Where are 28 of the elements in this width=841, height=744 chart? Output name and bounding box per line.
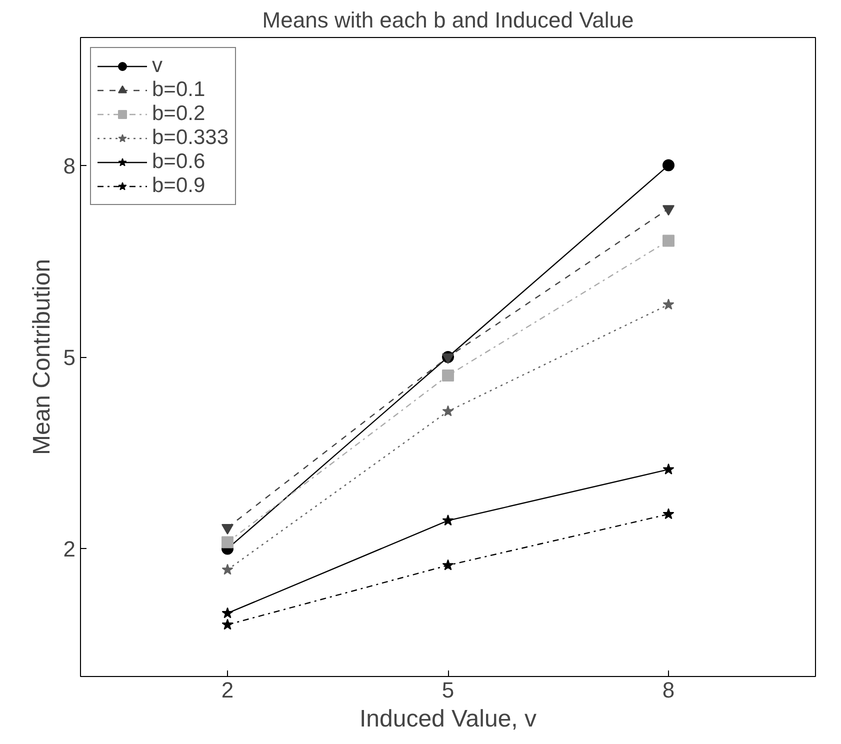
legend-label: b=0.333	[152, 126, 228, 150]
point	[222, 618, 234, 630]
point	[442, 514, 454, 526]
y-tick-label: 2	[63, 536, 76, 562]
x-tick-label: 5	[442, 678, 454, 702]
x-axis-title: Induced Value, v	[359, 706, 537, 732]
legend-label: b=0.2	[152, 102, 206, 126]
point	[442, 405, 454, 416]
legend-label: b=0.6	[152, 150, 206, 174]
chart-title: Means with each b and Induced Value	[262, 8, 634, 32]
point	[222, 607, 234, 618]
point	[662, 298, 674, 310]
x-tick-label: 2	[221, 678, 234, 702]
legend-label: b=0.9	[152, 174, 206, 198]
point	[662, 234, 674, 247]
point	[662, 463, 674, 474]
point	[442, 370, 454, 382]
point	[222, 564, 234, 575]
legend-label: b=0.1	[152, 78, 206, 102]
legend-label: v	[152, 54, 164, 78]
point	[662, 508, 674, 520]
point	[662, 159, 674, 172]
y-axis-title: Mean Contribution	[28, 258, 56, 456]
y-tick-label: 5	[63, 345, 76, 370]
point	[442, 559, 454, 570]
y-tick-label: 8	[63, 153, 76, 178]
point	[222, 536, 234, 548]
x-tick-label: 8	[662, 678, 675, 702]
